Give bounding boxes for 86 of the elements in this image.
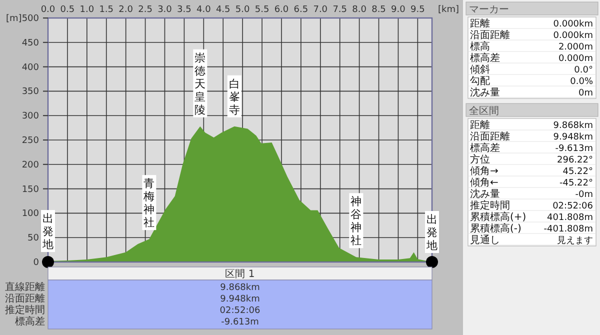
x-tick-label: 2.5: [138, 5, 152, 15]
text: 沈み量: [470, 86, 500, 98]
text: 0m: [578, 88, 593, 98]
text: 標高差: [15, 316, 45, 328]
text: 296.22°: [557, 156, 593, 166]
text: 45.22°: [562, 167, 593, 177]
text: 0.000km: [553, 20, 593, 30]
y-tick-label: 400: [22, 62, 40, 73]
annotation: 出発地: [42, 212, 54, 252]
text: 累積標高(-): [470, 222, 522, 234]
annotation: 青梅神社: [142, 177, 155, 230]
text: 傾斜: [470, 64, 490, 76]
x-tick-label: 9.5: [410, 5, 425, 15]
text: 401.808m: [547, 213, 593, 223]
text: マーカー: [469, 4, 509, 16]
text: 見通し: [470, 234, 500, 246]
annotation: 白峯寺: [228, 77, 240, 116]
x-tick-label: 7.0: [313, 5, 328, 15]
x-tick-label: 1.5: [99, 5, 114, 15]
text: 標高差: [470, 142, 500, 154]
text: 直線距離: [5, 281, 45, 293]
text: 累積標高(+): [470, 211, 526, 223]
text: -0m: [575, 190, 593, 200]
text: 沿面距離: [470, 29, 510, 41]
text: 9.868km: [220, 283, 260, 293]
x-tick-label: 6.0: [274, 5, 289, 15]
text: 勾配: [470, 75, 490, 87]
text: 0.000km: [553, 31, 593, 41]
text: 区間 1: [225, 269, 255, 280]
text: -45.22°: [559, 178, 593, 188]
y-tick-label: 350: [22, 87, 40, 98]
text: -9.613m: [221, 318, 259, 328]
text: 0.0°: [574, 66, 593, 76]
y-tick-label: 500: [22, 14, 40, 24]
text: 標高: [470, 40, 490, 52]
text: 傾角←: [470, 176, 498, 188]
x-tick-label: 4.0: [196, 5, 212, 15]
x-tick-label: 6.5: [294, 5, 308, 15]
x-tick-label: 1.0: [80, 5, 94, 15]
text: 沈み量: [470, 188, 500, 200]
text: 02:52:06: [220, 306, 260, 316]
text: 0.000m: [558, 54, 593, 64]
x-tick-label: 7.5: [332, 5, 348, 15]
text: 推定時間: [470, 200, 510, 212]
text: 方位: [470, 154, 490, 166]
text: 沿面距離: [5, 292, 45, 304]
x-tick-label: 0.0: [40, 5, 56, 15]
text: 見えます: [557, 235, 593, 246]
y-tick-label: 100: [22, 209, 40, 220]
text: 推定時間: [5, 304, 45, 316]
text: 距離: [470, 18, 490, 30]
text: 沿面距離: [470, 130, 510, 142]
y-tick-label: 300: [22, 112, 40, 122]
x-axis-title: [km]: [438, 5, 460, 15]
x-tick-label: 9.0: [391, 5, 406, 15]
x-tick-label: 8.5: [372, 5, 386, 15]
text: 距離: [470, 119, 490, 131]
x-tick-label: 0.5: [60, 5, 75, 15]
x-tick-label: 5.5: [254, 5, 270, 15]
text: 傾角→: [470, 165, 498, 177]
x-tick-label: 3.0: [158, 5, 172, 15]
annotation: 神谷神社: [350, 195, 362, 248]
text: 9.948km: [220, 294, 260, 304]
annotation: 出発地: [426, 213, 438, 252]
y-axis-title: [m]: [6, 14, 22, 24]
text: 2.000m: [558, 42, 593, 52]
y-tick-label: 150: [22, 184, 40, 195]
text: 標高差: [470, 52, 500, 64]
y-tick-label: 250: [22, 136, 40, 146]
text: 02:52:06: [552, 202, 594, 212]
y-tick-label: 0: [33, 258, 40, 268]
y-tick-label: 450: [22, 38, 40, 48]
text: 9.868km: [553, 121, 593, 131]
x-tick-label: 8.0: [352, 5, 367, 15]
text: 全区間: [469, 105, 499, 117]
x-tick-label: 4.5: [216, 5, 230, 15]
text: 0.0%: [570, 77, 594, 87]
x-tick-label: 5.0: [235, 5, 250, 15]
annotation: 崇徳天皇陵: [194, 51, 206, 116]
x-tick-label: 3.5: [177, 5, 192, 15]
text: -9.613m: [555, 144, 593, 154]
y-tick-label: 200: [22, 160, 40, 170]
y-tick-label: 50: [28, 234, 40, 244]
text: -401.808m: [544, 224, 593, 234]
x-tick-label: 2.0: [118, 5, 134, 15]
text: 9.948km: [553, 132, 593, 142]
